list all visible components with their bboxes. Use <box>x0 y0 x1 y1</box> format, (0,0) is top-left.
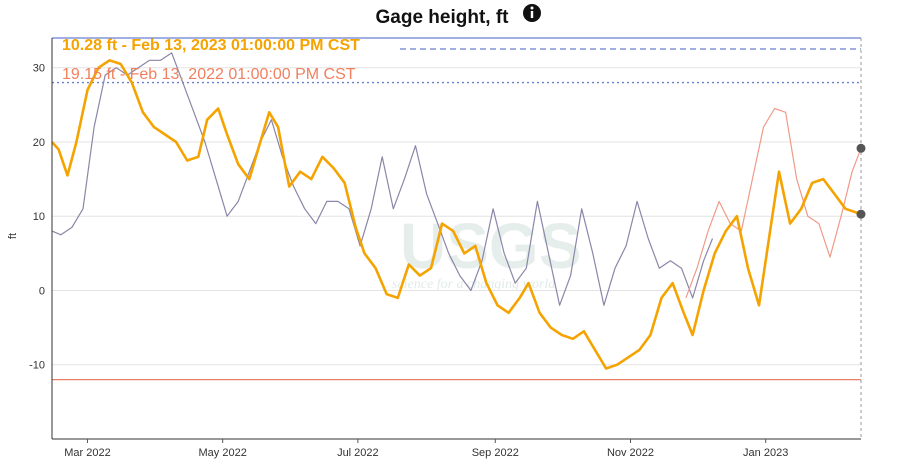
end-marker <box>856 209 866 219</box>
y-tick-label: 30 <box>33 63 45 75</box>
y-tick-label: -10 <box>29 360 45 372</box>
series-group <box>51 52 862 370</box>
plot-frame <box>51 38 862 440</box>
end-markers <box>856 143 866 219</box>
y-tick-label: 0 <box>39 285 45 297</box>
usgs-watermark-tagline: science for a changing world <box>392 277 556 292</box>
reference-lines <box>52 37 861 381</box>
legend-entry-current: 10.28 ft - Feb 13, 2023 01:00:00 PM CST <box>62 37 360 54</box>
end-marker <box>856 143 866 153</box>
x-tick-label: May 2022 <box>199 447 247 459</box>
x-tick-label: Nov 2022 <box>607 447 654 459</box>
series-line <box>51 52 714 306</box>
legend-entry-last-year: 19.15 ft - Feb 13, 2022 01:00:00 PM CST <box>62 66 356 83</box>
x-tick-label: Jan 2023 <box>743 447 788 459</box>
series-line <box>685 107 862 299</box>
x-tick-label: Sep 2022 <box>472 447 519 459</box>
series-line <box>51 59 862 370</box>
chart-title: Gage height, ft <box>376 7 510 28</box>
y-tick-label: 20 <box>33 137 45 149</box>
x-tick-label: Jul 2022 <box>337 447 379 459</box>
info-icon[interactable] <box>523 4 541 22</box>
x-tick-label: Mar 2022 <box>64 447 110 459</box>
y-tick-labels: -10 0 10 20 30 <box>29 63 45 372</box>
x-tick-labels: Mar 2022 May 2022 Jul 2022 Sep 2022 Nov 2022… <box>64 439 788 459</box>
gridlines <box>52 67 861 366</box>
y-axis-label: ft <box>7 233 19 239</box>
y-tick-label: 10 <box>33 211 45 223</box>
